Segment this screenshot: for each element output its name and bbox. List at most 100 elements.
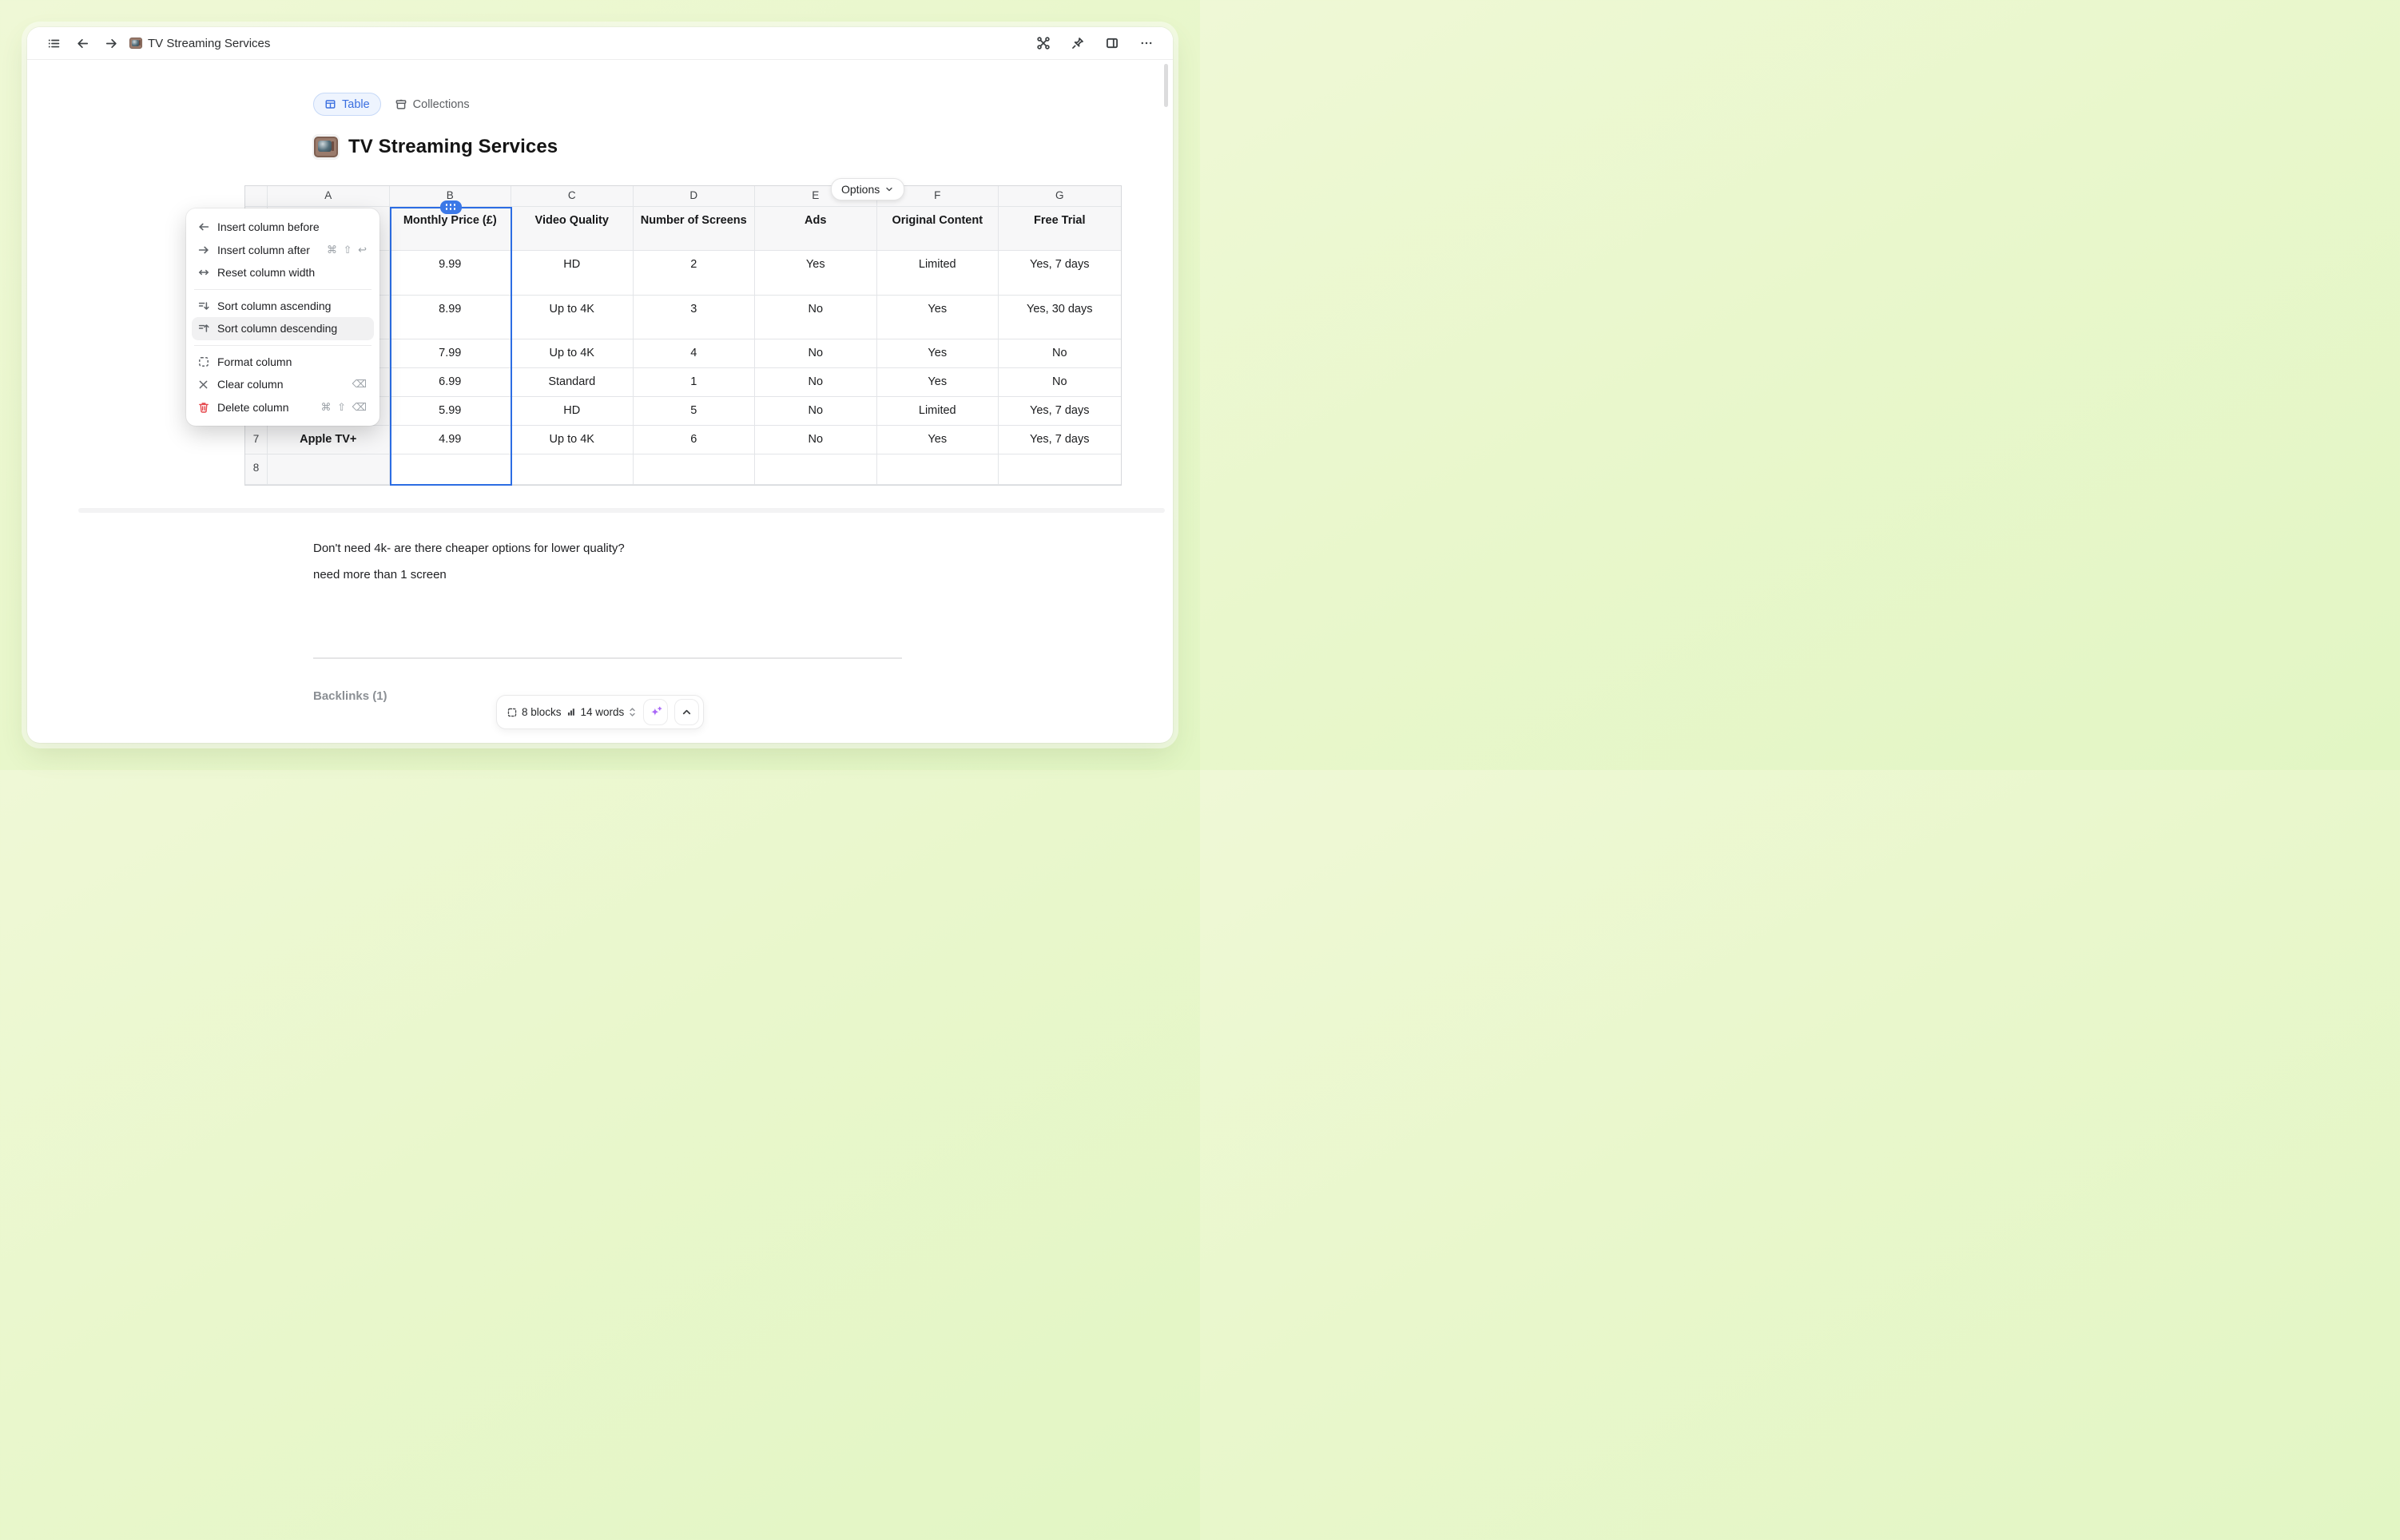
menu-item-shortcut: ⌘ ⇧ ⌫ — [320, 400, 368, 413]
cell-E8[interactable] — [755, 454, 877, 485]
cell-G5[interactable]: No — [999, 368, 1121, 397]
more-options-icon[interactable] — [1136, 33, 1157, 54]
cell-B8[interactable] — [389, 454, 511, 485]
ai-assistant-button[interactable] — [643, 699, 669, 725]
blocks-count[interactable]: 8 blocks — [507, 706, 562, 718]
note-paragraph[interactable]: need more than 1 screen — [313, 568, 447, 581]
column-letter-G[interactable]: G — [999, 186, 1121, 207]
format-icon — [197, 355, 210, 368]
cell-E6[interactable]: No — [755, 397, 877, 426]
forward-icon[interactable] — [101, 33, 121, 54]
header-cell-F1[interactable]: Original Content — [876, 207, 999, 251]
note-paragraph[interactable]: Don't need 4k- are there cheaper options… — [313, 542, 625, 555]
cell-G4[interactable]: No — [999, 339, 1121, 368]
window-title: TV Streaming Services — [148, 36, 271, 50]
outline-list-icon[interactable] — [43, 33, 64, 54]
cell-D5[interactable]: 1 — [633, 368, 755, 397]
row-number-7[interactable]: 7 — [245, 426, 268, 454]
header-cell-D1[interactable]: Number of Screens — [633, 207, 755, 251]
tab-table[interactable]: Table — [313, 93, 381, 116]
cell-D4[interactable]: 4 — [633, 339, 755, 368]
cell-D7[interactable]: 6 — [633, 426, 755, 454]
toolbar: TV Streaming Services — [27, 27, 1173, 60]
tv-emoji-icon — [129, 38, 142, 49]
cell-C8[interactable] — [511, 454, 634, 485]
cell-F2[interactable]: Limited — [876, 251, 999, 296]
menu-item-delete-column[interactable]: Delete column ⌘ ⇧ ⌫ — [192, 396, 374, 419]
desktop-background: { "toolbar": { "emoji": "📺", "title": "T… — [0, 0, 1200, 770]
cell-G2[interactable]: Yes, 7 days — [999, 251, 1121, 296]
header-cell-C1[interactable]: Video Quality — [511, 207, 634, 251]
sidebar-panel-icon[interactable] — [1102, 33, 1123, 54]
cell-E3[interactable]: No — [755, 296, 877, 339]
cell-B3[interactable]: 8.99 — [389, 296, 511, 339]
menu-item-shortcut: ⌫ — [352, 378, 368, 391]
cell-F3[interactable]: Yes — [876, 296, 999, 339]
backlinks-heading[interactable]: Backlinks (1) — [313, 689, 387, 703]
table-options-button[interactable]: Options — [831, 178, 905, 200]
tab-collections[interactable]: Collections — [395, 98, 470, 111]
page-icon[interactable] — [312, 134, 340, 160]
cell-C6[interactable]: HD — [511, 397, 634, 426]
document-breadcrumb[interactable]: TV Streaming Services — [129, 37, 270, 50]
cell-F6[interactable]: Limited — [876, 397, 999, 426]
column-letter-A[interactable]: A — [268, 186, 390, 207]
cell-C5[interactable]: Standard — [511, 368, 634, 397]
menu-item-label: Clear column — [217, 378, 284, 391]
cell-D2[interactable]: 2 — [633, 251, 755, 296]
menu-item-insert-column-before[interactable]: Insert column before — [192, 216, 374, 239]
column-letter-D[interactable]: D — [633, 186, 755, 207]
word-count[interactable]: 14 words — [566, 706, 638, 718]
cell-A8[interactable] — [268, 454, 390, 485]
cell-B7[interactable]: 4.99 — [389, 426, 511, 454]
cell-D6[interactable]: 5 — [633, 397, 755, 426]
back-icon[interactable] — [72, 33, 93, 54]
cell-E4[interactable]: No — [755, 339, 877, 368]
cell-D8[interactable] — [633, 454, 755, 485]
header-cell-E1[interactable]: Ads — [755, 207, 877, 251]
cell-E2[interactable]: Yes — [755, 251, 877, 296]
row-number-8[interactable]: 8 — [245, 454, 268, 485]
divider-line — [313, 657, 902, 659]
cell-F5[interactable]: Yes — [876, 368, 999, 397]
menu-item-format-column[interactable]: Format column — [192, 351, 374, 374]
menu-item-insert-column-after[interactable]: Insert column after ⌘ ⇧ ↩ — [192, 239, 374, 262]
header-cell-G1[interactable]: Free Trial — [999, 207, 1121, 251]
menu-item-sort-column-descending[interactable]: Sort column descending — [192, 317, 374, 340]
cell-C4[interactable]: Up to 4K — [511, 339, 634, 368]
cell-D3[interactable]: 3 — [633, 296, 755, 339]
column-drag-handle[interactable] — [439, 200, 462, 214]
cell-C7[interactable]: Up to 4K — [511, 426, 634, 454]
table-horizontal-scrollbar[interactable] — [78, 508, 1165, 513]
vertical-scrollbar-thumb[interactable] — [1164, 64, 1168, 107]
header-cell-B1[interactable]: Monthly Price (£) — [389, 207, 511, 251]
corner-cell[interactable] — [245, 186, 268, 207]
cell-F4[interactable]: Yes — [876, 339, 999, 368]
cell-E7[interactable]: No — [755, 426, 877, 454]
cell-A7[interactable]: Apple TV+ — [268, 426, 390, 454]
cell-B4[interactable]: 7.99 — [389, 339, 511, 368]
menu-item-sort-column-ascending[interactable]: Sort column ascending — [192, 295, 374, 318]
pin-icon[interactable] — [1067, 33, 1088, 54]
menu-item-label: Format column — [217, 355, 292, 368]
cell-G8[interactable] — [999, 454, 1121, 485]
menu-item-clear-column[interactable]: Clear column ⌫ — [192, 373, 374, 396]
cell-G3[interactable]: Yes, 30 days — [999, 296, 1121, 339]
cell-B2[interactable]: 9.99 — [389, 251, 511, 296]
cell-E5[interactable]: No — [755, 368, 877, 397]
cell-F7[interactable]: Yes — [876, 426, 999, 454]
cell-G6[interactable]: Yes, 7 days — [999, 397, 1121, 426]
cell-C2[interactable]: HD — [511, 251, 634, 296]
page-title[interactable]: TV Streaming Services — [348, 136, 558, 157]
menu-divider — [194, 344, 372, 346]
tab-table-label: Table — [342, 97, 370, 111]
cell-F8[interactable] — [876, 454, 999, 485]
cell-G7[interactable]: Yes, 7 days — [999, 426, 1121, 454]
connections-icon[interactable] — [1033, 33, 1054, 54]
menu-item-label: Sort column ascending — [217, 299, 332, 312]
menu-item-reset-column-width[interactable]: Reset column width — [192, 261, 374, 284]
collapse-toolbar-button[interactable] — [674, 699, 699, 725]
cell-B6[interactable]: 5.99 — [389, 397, 511, 426]
cell-C3[interactable]: Up to 4K — [511, 296, 634, 339]
column-letter-C[interactable]: C — [511, 186, 634, 207]
